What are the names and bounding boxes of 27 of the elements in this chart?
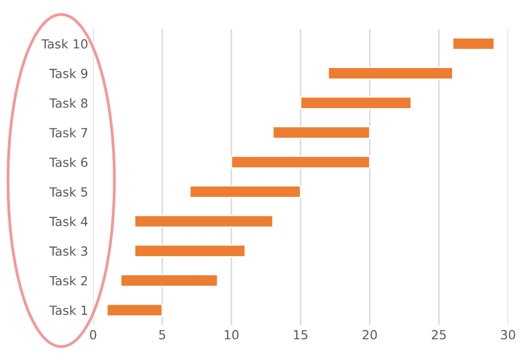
x-tick-label: 10: [224, 330, 239, 340]
y-tick-label: Task 1: [49, 305, 88, 316]
bar: [272, 126, 370, 140]
y-tick-label: Task 3: [49, 246, 88, 256]
y-tick-label: Task 8: [49, 98, 88, 108]
bar: [106, 303, 163, 317]
x-tick-label: 30: [501, 330, 516, 340]
y-tick-label: Task 4: [49, 216, 88, 226]
x-tick-label: 20: [362, 330, 377, 340]
bar: [120, 274, 218, 288]
y-tick-label: Task 6: [49, 157, 88, 168]
y-tick-label: Task 2: [49, 276, 87, 286]
x-tick-label: 25: [432, 330, 446, 340]
y-tick-label: Task 9: [49, 68, 88, 78]
y-tick-label: Task 10: [41, 38, 88, 49]
y-tick-label: Task 7: [49, 128, 88, 138]
bar: [189, 185, 302, 198]
bar: [134, 214, 274, 228]
bar: [300, 96, 412, 110]
x-tick-label: 15: [294, 330, 308, 340]
bar: [328, 66, 454, 80]
bar: [134, 244, 246, 258]
bar: [452, 37, 495, 50]
x-tick-label: 5: [159, 330, 166, 340]
y-tick-label: Task 5: [49, 186, 88, 197]
x-tick-label: 0: [90, 330, 96, 340]
bar: [230, 155, 370, 169]
